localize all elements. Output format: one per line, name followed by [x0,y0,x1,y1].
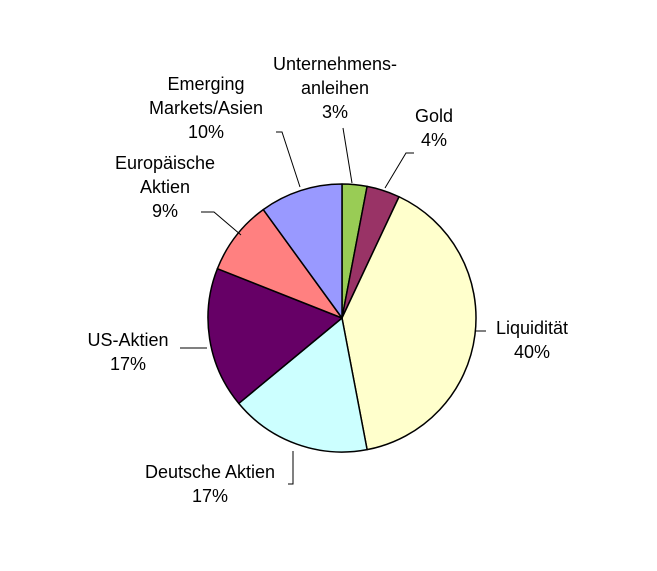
slice-label-0-line-1: anleihen [301,78,369,98]
slice-percent-label-4: 17% [110,354,146,374]
slice-percent-label-2: 40% [514,342,550,362]
pie-slice-3 [238,317,368,453]
slice-percent-label-6: 10% [188,122,224,142]
slice-label-0-line-0: Unternehmens- [273,54,397,74]
slice-percent-label-5: 9% [152,201,178,221]
pie-slice-4 [207,267,343,405]
leader-line-6 [276,131,301,188]
slice-label-4-line-0: US-Aktien [87,330,168,350]
slice-label-5-line-1: Aktien [140,177,190,197]
slice-label-5-line-0: Europäische [115,153,215,173]
leader-line-1 [384,152,414,189]
slice-label-1-line-0: Gold [415,106,453,126]
slice-label-3-line-0: Deutsche Aktien [145,462,275,482]
slice-label-2-line-0: Liquidität [496,318,568,338]
slice-percent-label-1: 4% [421,130,447,150]
leader-line-5 [201,211,242,236]
slice-percent-label-0: 3% [322,102,348,122]
pie-slice-2 [341,196,477,451]
leader-line-0 [342,127,353,184]
leader-line-3 [288,451,294,485]
slice-percent-label-3: 17% [192,486,228,506]
pie-slice-6 [262,183,343,319]
slice-label-6-line-1: Markets/Asien [149,98,263,118]
slice-label-6-line-0: Emerging [167,74,244,94]
